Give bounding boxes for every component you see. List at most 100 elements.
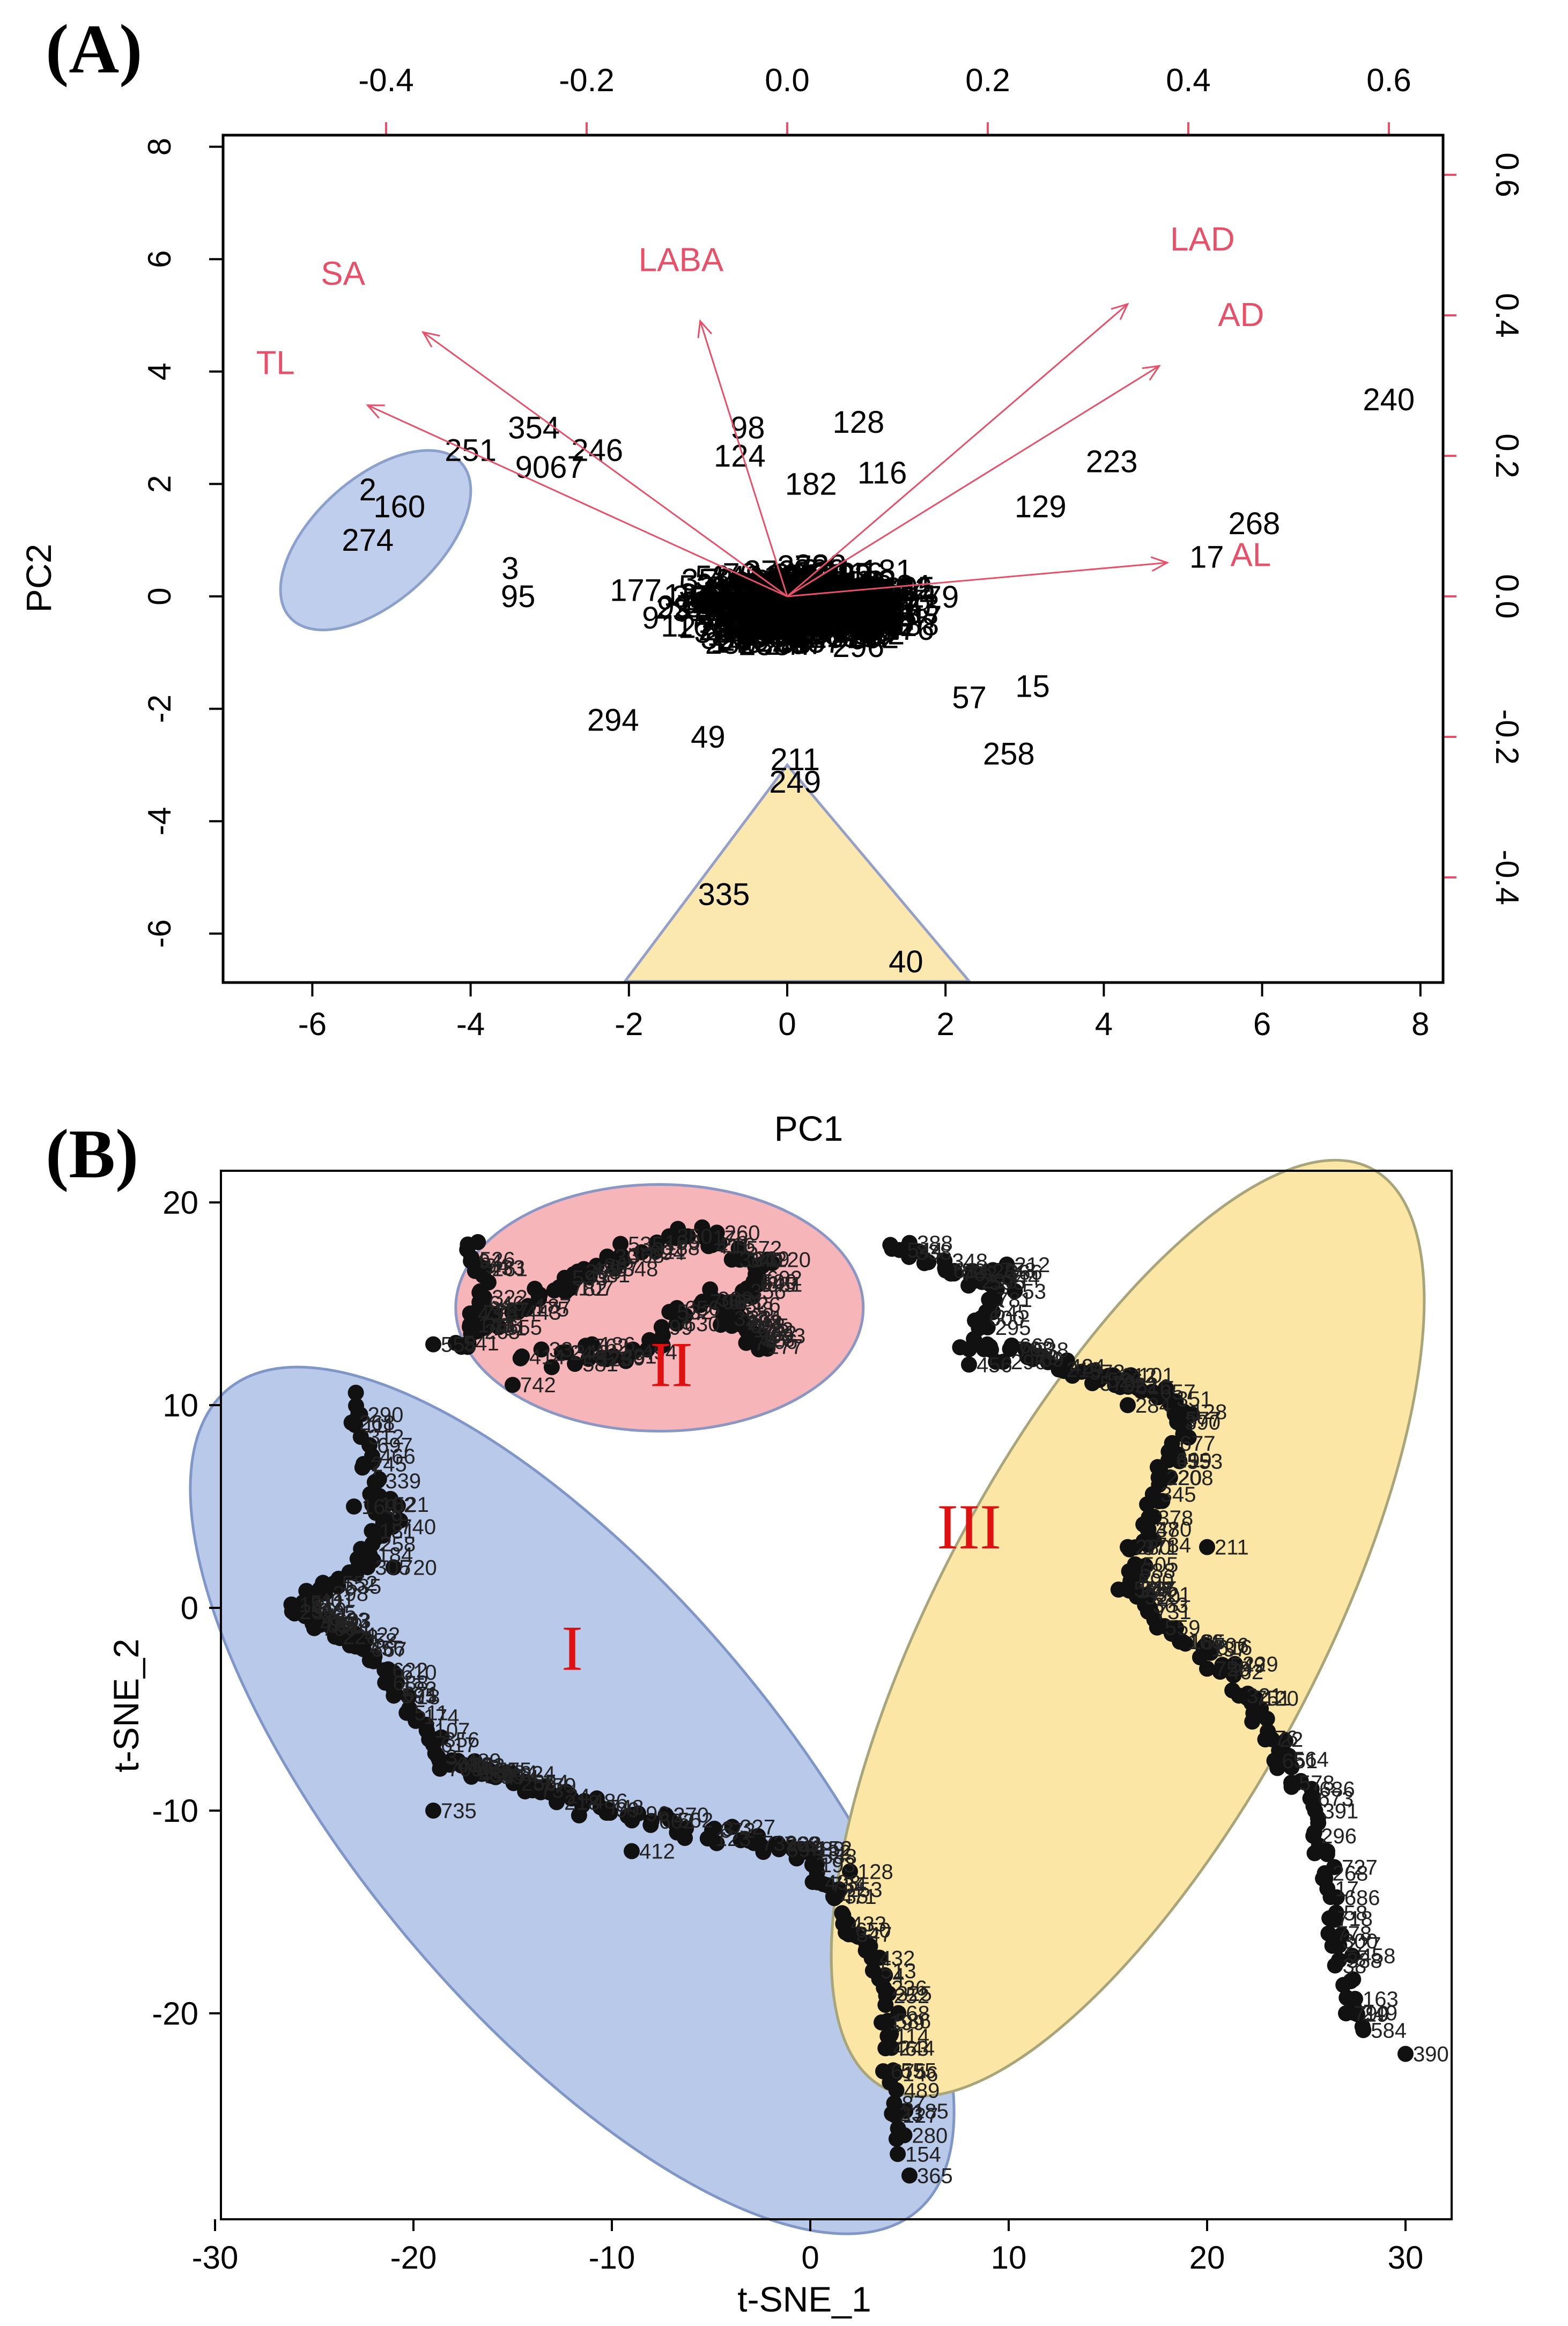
observation-label: 75: [692, 581, 727, 616]
observation-label: 96: [734, 582, 768, 617]
observation-label: 168: [853, 600, 905, 635]
observation-label: 190: [815, 578, 867, 612]
tsne-point-284: [1120, 1397, 1136, 1413]
observation-label: 204: [752, 604, 804, 639]
observation-label: 116: [775, 603, 825, 638]
observation-label: 82: [699, 585, 734, 620]
tsne-point-label-182: 182: [401, 1678, 437, 1701]
observation-label: 30: [815, 602, 849, 637]
observation-label: 223: [727, 608, 779, 643]
top-tick-label: 0.6: [1366, 62, 1411, 98]
tsne-point-label-73: 73: [540, 1779, 564, 1803]
observation-label-258: 258: [983, 736, 1035, 771]
observation-label: 30: [804, 609, 839, 644]
tsne-point-label-735: 735: [441, 1799, 477, 1823]
observation-label: 139: [844, 564, 896, 599]
observation-label: 130: [736, 603, 788, 638]
observation-label: 99: [768, 592, 803, 626]
observation-label: 173: [770, 581, 822, 616]
observation-label: 305: [706, 571, 758, 606]
x-tick-label: -30: [192, 2240, 239, 2276]
observation-label: 283: [761, 596, 813, 631]
tsne-point-169: [346, 1498, 362, 1515]
observation-label: 298: [850, 605, 903, 640]
observation-label: 227: [780, 599, 832, 634]
tsne-point-750: [1199, 1660, 1215, 1677]
observation-label-335: 335: [698, 877, 750, 912]
observation-label: 131: [813, 609, 866, 644]
observation-label: 223: [755, 601, 807, 636]
tsne-point-label-280: 280: [1135, 1536, 1171, 1560]
tsne-point-742: [505, 1377, 521, 1393]
x-tick-label: -6: [298, 1006, 327, 1042]
observation-label: 200: [781, 584, 833, 618]
observation-label-116: 116: [857, 455, 907, 490]
observation-label: 257: [785, 594, 837, 629]
tsne-point-label-390: 390: [1413, 2043, 1449, 2066]
loading-label-tl: TL: [256, 344, 294, 381]
observation-label: 225: [820, 557, 872, 592]
tsne-point-label: 35: [845, 1885, 869, 1908]
tsne-point-label: 296: [1321, 1825, 1357, 1848]
observation-label-9067: 9067: [515, 450, 585, 485]
observation-label: 141: [733, 589, 785, 624]
observation-label: 318: [781, 582, 833, 617]
observation-label: 238: [738, 627, 790, 662]
tsne-point-label-412: 412: [639, 1840, 675, 1864]
observation-label: 70: [702, 563, 737, 597]
observation-label: 38: [776, 625, 811, 660]
tsne-point: [890, 2146, 906, 2162]
top-tick-label: 0.4: [1166, 62, 1210, 98]
observation-label-274: 274: [342, 523, 394, 558]
observation-label: 247: [764, 627, 816, 662]
loading-label-al: AL: [1230, 536, 1271, 573]
observation-label-129: 129: [1015, 489, 1067, 524]
observation-label: 328: [831, 612, 883, 647]
x-tick-label: 6: [1253, 1006, 1271, 1042]
loading-arrow-lad: [787, 303, 1128, 597]
tsne-point-label: 390: [1185, 1411, 1221, 1435]
observation-label: 177: [773, 604, 825, 639]
observation-label: 5: [756, 611, 773, 646]
loading-arrow-ad: [787, 365, 1160, 597]
observation-label: 332: [739, 608, 792, 643]
observation-label: 57: [885, 592, 920, 627]
x-tick-label: 4: [1095, 1006, 1113, 1042]
tsne-point-label-365: 365: [917, 2164, 953, 2188]
tsne-point-label-388: 388: [917, 1232, 953, 1256]
observation-label: 167: [832, 608, 884, 643]
observation-label: 278: [777, 549, 829, 584]
y-tick-label: -10: [152, 1793, 198, 1829]
y-tick-label: 8: [142, 138, 177, 156]
tsne-point-label: 24: [566, 1785, 590, 1808]
observation-label: 324: [694, 615, 746, 649]
observation-label: 257: [866, 586, 918, 621]
observation-label: 9: [642, 601, 659, 636]
observation-label: 67: [738, 609, 773, 644]
observation-label: 83: [848, 600, 883, 635]
observation-label: 328: [752, 598, 804, 633]
observation-label: 58: [707, 589, 742, 624]
observation-label: 285: [796, 599, 848, 633]
observation-label: 324: [753, 609, 805, 644]
observation-label: 327: [817, 611, 869, 646]
observation-label: 146: [751, 580, 803, 615]
observation-label-240: 240: [1363, 382, 1415, 417]
observation-label: 200: [842, 595, 894, 630]
observation-label: 256: [739, 611, 791, 646]
tsne-point-label: 38: [1343, 1954, 1367, 1978]
panel-b-label: (B): [46, 1116, 138, 1193]
tsne-point-label-790: 790: [1353, 2002, 1389, 2026]
observation-label: 306: [840, 604, 892, 639]
tsne-point-label: 562: [677, 1808, 713, 1832]
observation-label-57: 57: [952, 681, 987, 715]
panel-a-group-shapes: [279, 449, 972, 983]
y-tick-label: 6: [142, 250, 177, 268]
observation-label: 217: [758, 602, 810, 637]
observation-label: 46: [779, 610, 814, 645]
observation-label: 170: [715, 608, 767, 643]
observation-label: 66: [783, 572, 818, 607]
observation-label: 237: [790, 625, 842, 660]
observation-label: 338: [759, 608, 811, 643]
